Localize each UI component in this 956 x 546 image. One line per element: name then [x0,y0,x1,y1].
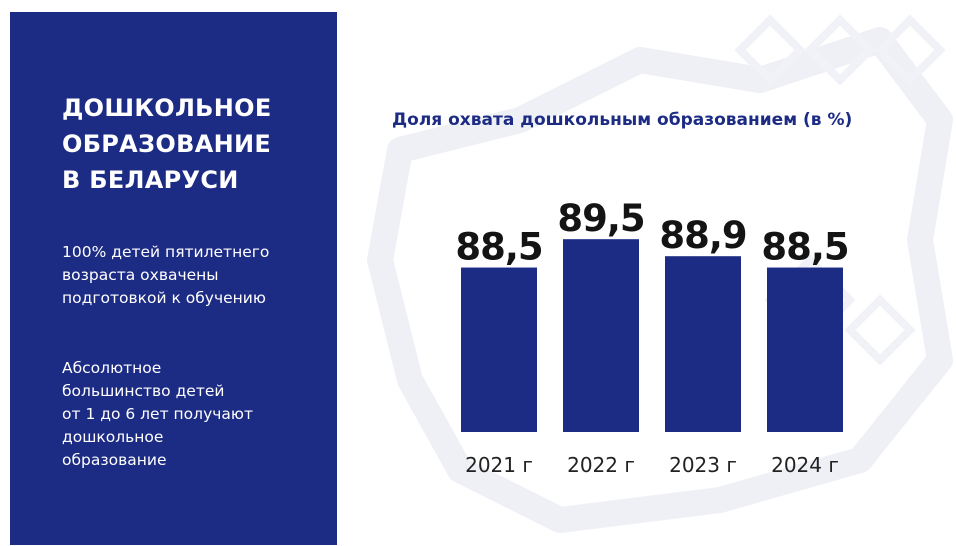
info-panel: ДОШКОЛЬНОЕ ОБРАЗОВАНИЕ В БЕЛАРУСИ 100% д… [10,12,337,545]
bar-2022-г [563,239,639,432]
panel-text-line: возраста охвачены [62,266,219,284]
chart-title: Доля охвата дошкольным образованием (в %… [392,110,853,130]
x-tick-label: 2024 г [771,453,839,477]
panel-paragraph-majority: Абсолютное большинство детей от 1 до 6 л… [62,357,322,472]
panel-text-line: Абсолютное [62,359,162,377]
bar-2023-г [665,256,741,432]
panel-title-line: В БЕЛАРУСИ [62,166,239,194]
panel-title-line: ДОШКОЛЬНОЕ [62,94,272,122]
panel-paragraph-coverage: 100% детей пятилетнего возраста охвачены… [62,241,322,310]
value-label: 88,5 [455,226,542,269]
x-tick-label: 2022 г [567,453,635,477]
panel-text-line: 100% детей пятилетнего [62,243,270,261]
x-tick-label: 2023 г [669,453,737,477]
value-label: 88,9 [659,214,746,257]
value-label: 88,5 [761,226,848,269]
panel-text-line: от 1 до 6 лет получают [62,405,253,423]
bar-2024-г [767,267,843,432]
panel-text-line: подготовкой к обучению [62,289,266,307]
panel-title-line: ОБРАЗОВАНИЕ [62,130,272,158]
panel-title: ДОШКОЛЬНОЕ ОБРАЗОВАНИЕ В БЕЛАРУСИ [62,90,322,198]
panel-text-line: образование [62,451,167,469]
value-label: 89,5 [557,197,644,240]
panel-text-line: большинство детей [62,382,225,400]
panel-text-line: дошкольное [62,428,164,446]
bar-2021-г [461,267,537,432]
x-tick-label: 2021 г [465,453,533,477]
